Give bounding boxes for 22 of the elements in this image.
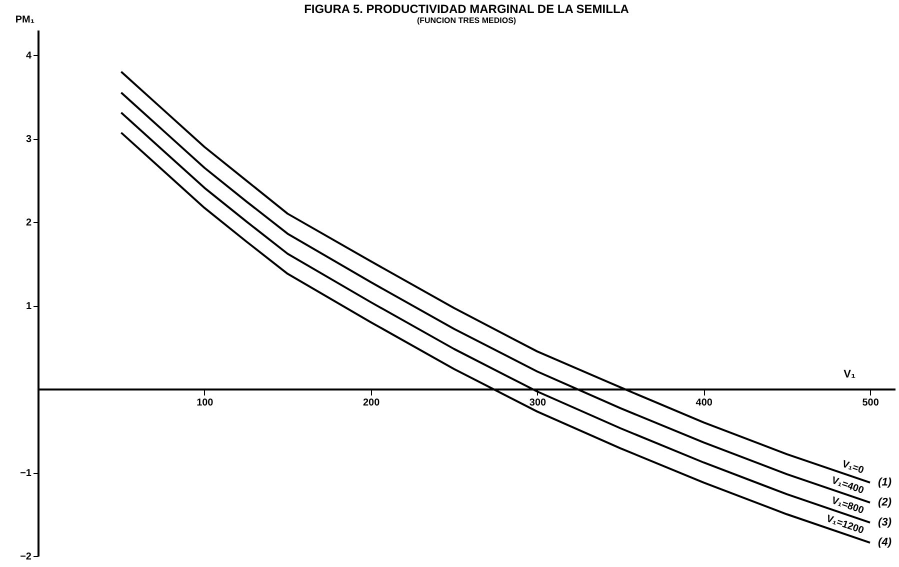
y-tick-label: 4 — [26, 50, 32, 62]
y-tick-label: 3 — [26, 134, 32, 146]
x-axis-title: V₁ — [844, 368, 856, 381]
x-tick-label: 400 — [696, 398, 713, 409]
x-tick-label: 500 — [862, 398, 880, 409]
chart-title: FIGURA 5. PRODUCTIVIDAD MARGINAL DE LA SEMILLA — [304, 2, 630, 16]
x-tick-label: 200 — [362, 398, 380, 409]
text: V₁=400 — [830, 475, 866, 497]
y-tick-label: 2 — [26, 218, 32, 229]
annotation: (2) — [878, 496, 892, 509]
annotation: (4) — [878, 536, 892, 549]
y-tick-label: 1 — [26, 301, 32, 312]
text: V₁=0 — [840, 458, 866, 477]
x-tick-label: 100 — [196, 398, 214, 409]
y-tick-label: −2 — [20, 552, 32, 562]
x-tick-label: 300 — [529, 398, 547, 409]
annotation: (1) — [878, 476, 892, 489]
annotation: (3) — [878, 516, 892, 529]
chart-subtitle: (FUNCION TRES MEDIOS) — [416, 16, 516, 25]
y-axis-title: PM₁ — [15, 14, 34, 26]
y-tick-label: −1 — [20, 468, 32, 480]
text: V₁=800 — [830, 495, 866, 517]
